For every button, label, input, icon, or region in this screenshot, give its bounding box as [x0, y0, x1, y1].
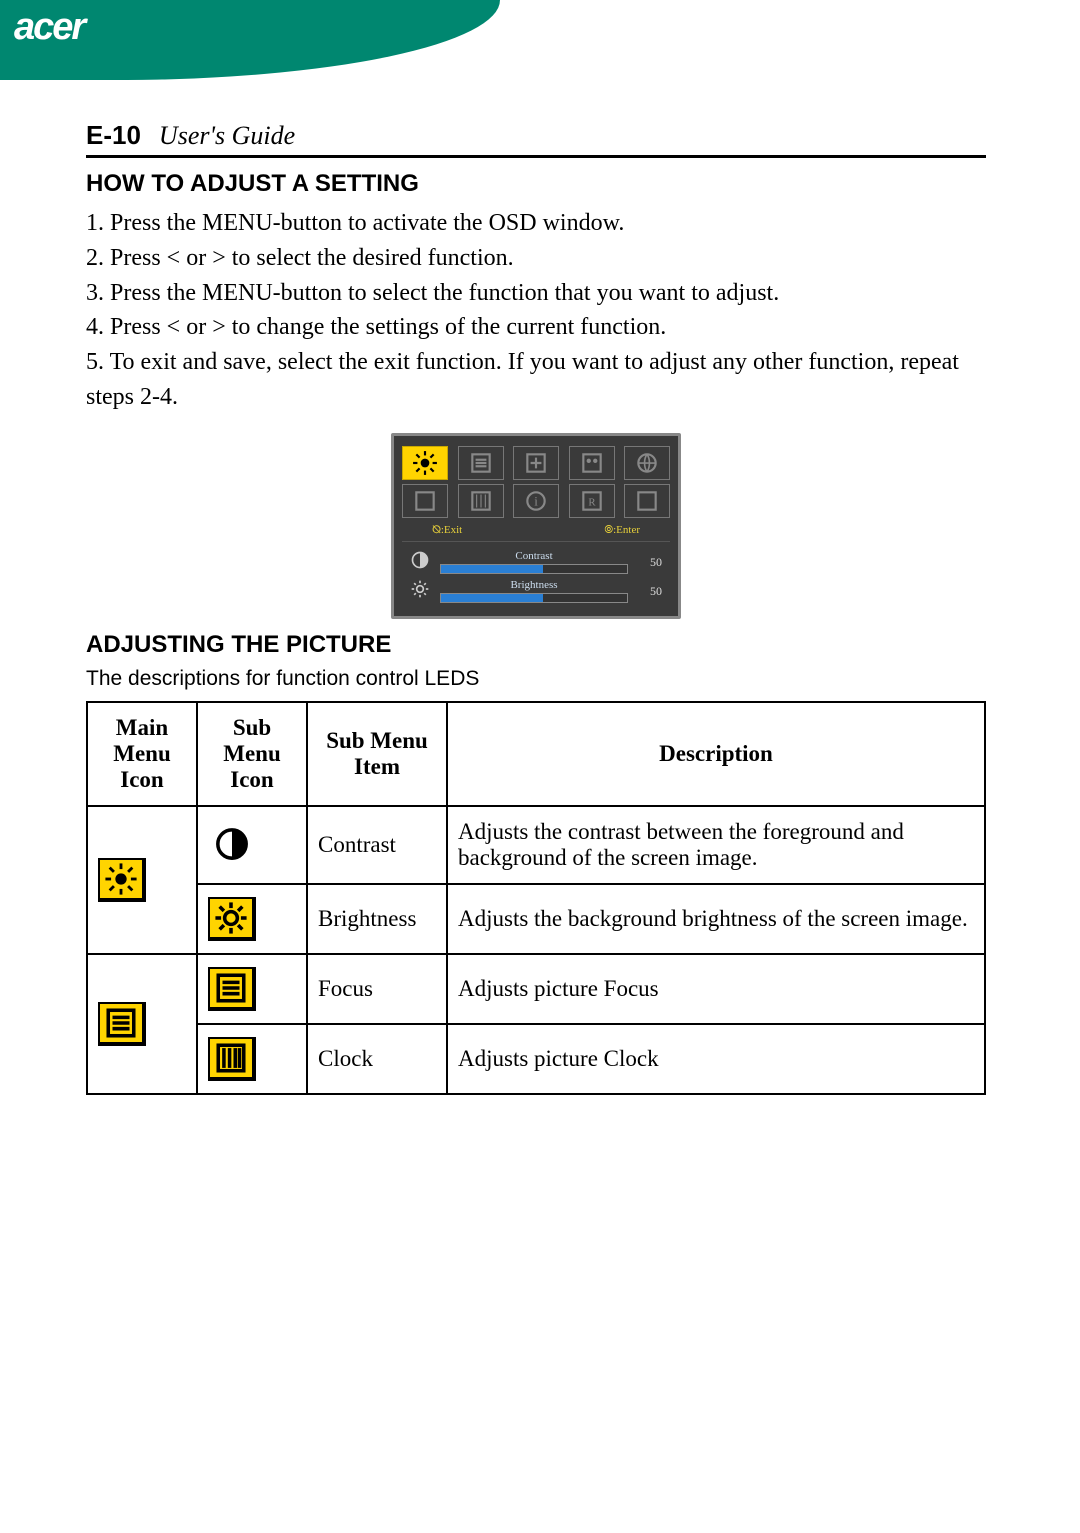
step-1: 1. Press the MENU-button to activate the…	[86, 206, 986, 241]
table-row: Focus Adjusts picture Focus	[87, 954, 985, 1024]
th-main-icon: Main Menu Icon	[87, 702, 197, 806]
osd-icon-reset: R	[569, 484, 615, 518]
th-sub-icon: Sub Menu Icon	[197, 702, 307, 806]
page-title: User's Guide	[159, 121, 295, 151]
item-cell: Focus	[307, 954, 447, 1024]
osd-icon-info: i	[513, 484, 559, 518]
osd-brightness-row: Brightness 50	[402, 577, 670, 606]
osd-icon-brightness	[402, 446, 448, 480]
osd-panel: i R ⦰:Exit ⦾:Enter Contrast 50 Brightnes…	[391, 433, 681, 619]
osd-exit-label: ⦰:Exit	[432, 524, 462, 537]
main-icon-cell	[87, 806, 197, 954]
section-heading-adjust: HOW TO ADJUST A SETTING	[86, 170, 986, 198]
th-sub-item: Sub Menu Item	[307, 702, 447, 806]
section-heading-picture: ADJUSTING THE PICTURE	[86, 631, 986, 659]
lines-icon	[98, 1002, 146, 1046]
osd-screenshot: i R ⦰:Exit ⦾:Enter Contrast 50 Brightnes…	[86, 433, 986, 619]
brightness-icon	[98, 858, 146, 902]
item-cell: Brightness	[307, 884, 447, 954]
osd-icon-exit	[624, 484, 670, 518]
sun-icon	[410, 579, 430, 604]
osd-brightness-bar	[440, 593, 628, 603]
sub-icon-cell	[197, 884, 307, 954]
osd-icon-color	[569, 446, 615, 480]
osd-icon-7	[458, 484, 504, 518]
step-5: 5. To exit and save, select the exit fun…	[86, 345, 986, 415]
page-header: E-10 User's Guide	[86, 120, 986, 158]
osd-nav-labels: ⦰:Exit ⦾:Enter	[402, 522, 670, 542]
lines-icon	[208, 967, 256, 1011]
th-description: Description	[447, 702, 985, 806]
osd-enter-label: ⦾:Enter	[604, 524, 640, 537]
desc-cell: Adjusts the contrast between the foregro…	[447, 806, 985, 884]
section-subtext: The descriptions for function control LE…	[86, 667, 986, 691]
bars-icon	[208, 1037, 256, 1081]
osd-row-1	[402, 446, 670, 480]
table-row: Clock Adjusts picture Clock	[87, 1024, 985, 1094]
osd-contrast-row: Contrast 50	[402, 548, 670, 577]
osd-icon-lang	[624, 446, 670, 480]
sub-icon-cell	[197, 806, 307, 884]
desc-cell: Adjusts picture Clock	[447, 1024, 985, 1094]
osd-icon-6	[402, 484, 448, 518]
osd-contrast-bar	[440, 564, 628, 574]
step-3: 3. Press the MENU-button to select the f…	[86, 276, 986, 311]
main-icon-cell	[87, 954, 197, 1094]
osd-contrast-value: 50	[638, 555, 662, 570]
osd-brightness-label: Brightness	[440, 579, 628, 591]
osd-icon-position	[513, 446, 559, 480]
item-cell: Clock	[307, 1024, 447, 1094]
item-cell: Contrast	[307, 806, 447, 884]
table-row: Contrast Adjusts the contrast between th…	[87, 806, 985, 884]
svg-text:R: R	[588, 496, 596, 508]
step-2: 2. Press < or > to select the desired fu…	[86, 241, 986, 276]
page-number: E-10	[86, 120, 141, 151]
osd-row-2: i R	[402, 484, 670, 518]
desc-cell: Adjusts the background brightness of the…	[447, 884, 985, 954]
contrast-icon	[410, 550, 430, 575]
svg-text:i: i	[534, 493, 538, 508]
contrast-icon	[208, 822, 256, 866]
table-row: Brightness Adjusts the background bright…	[87, 884, 985, 954]
function-table: Main Menu Icon Sub Menu Icon Sub Menu It…	[86, 701, 986, 1095]
sun-icon	[208, 897, 256, 941]
osd-contrast-label: Contrast	[440, 550, 628, 562]
page-content: E-10 User's Guide HOW TO ADJUST A SETTIN…	[86, 120, 986, 1095]
brand-logo: acer	[14, 6, 84, 49]
sub-icon-cell	[197, 954, 307, 1024]
step-4: 4. Press < or > to change the settings o…	[86, 310, 986, 345]
osd-icon-lines	[458, 446, 504, 480]
sub-icon-cell	[197, 1024, 307, 1094]
steps-list: 1. Press the MENU-button to activate the…	[86, 206, 986, 415]
osd-brightness-value: 50	[638, 584, 662, 599]
desc-cell: Adjusts picture Focus	[447, 954, 985, 1024]
